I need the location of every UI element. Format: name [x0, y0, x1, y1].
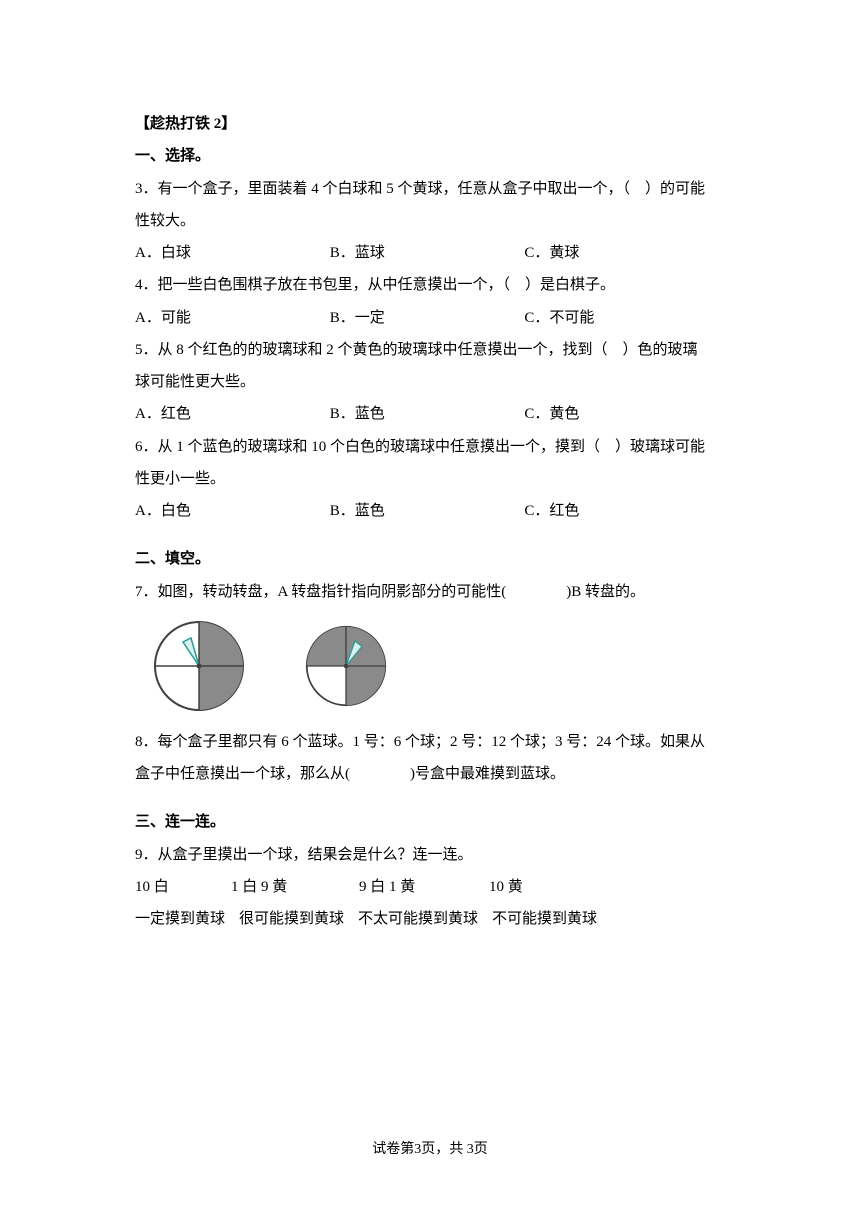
q4-option-b: B．一定 — [330, 302, 525, 334]
q8-line2: 盒子中任意摸出一个球，那么从( )号盒中最难摸到蓝球。 — [135, 758, 725, 790]
q9-r2-b: 很可能摸到黄球 — [239, 903, 344, 935]
q9-row2: 一定摸到黄球 很可能摸到黄球 不太可能摸到黄球 不可能摸到黄球 — [135, 903, 725, 935]
q4-option-c: C．不可能 — [524, 302, 725, 334]
q9-r2-c: 不太可能摸到黄球 — [358, 903, 478, 935]
q6-option-c: C．红色 — [524, 495, 725, 527]
q3-options: A．白球 B．蓝球 C．黄球 — [135, 237, 725, 269]
section-header-main: 【趁热打铁 2】 — [135, 108, 725, 140]
q6-line2: 性更小一些。 — [135, 463, 725, 495]
question-9: 9．从盒子里摸出一个球，结果会是什么？连一连。 10 白 1 白 9 黄 9 白… — [135, 839, 725, 936]
q9-r1-c: 9 白 1 黄 — [359, 871, 489, 903]
q4-text: 4．把一些白色围棋子放在书包里，从中任意摸出一个，（ ）是白棋子。 — [135, 269, 725, 301]
q4-options: A．可能 B．一定 C．不可能 — [135, 302, 725, 334]
q3-line1: 3．有一个盒子，里面装着 4 个白球和 5 个黄球，任意从盒子中取出一个，（ ）… — [135, 173, 725, 205]
q3-option-a: A．白球 — [135, 237, 330, 269]
q5-options: A．红色 B．蓝色 C．黄色 — [135, 398, 725, 430]
q9-r1-b: 1 白 9 黄 — [231, 871, 359, 903]
spinner-row — [135, 608, 725, 726]
q5-option-b: B．蓝色 — [330, 398, 525, 430]
q9-r1-d: 10 黄 — [489, 871, 523, 903]
q3-option-b: B．蓝球 — [330, 237, 525, 269]
spinner-a-icon — [153, 620, 245, 712]
q3-option-c: C．黄球 — [524, 237, 725, 269]
question-5: 5．从 8 个红色的的玻璃球和 2 个黄色的玻璃球中任意摸出一个，找到（ ）色的… — [135, 334, 725, 431]
q6-option-a: A．白色 — [135, 495, 330, 527]
question-8: 8．每个盒子里都只有 6 个蓝球。1 号：6 个球；2 号：12 个球；3 号：… — [135, 726, 725, 791]
question-3: 3．有一个盒子，里面装着 4 个白球和 5 个黄球，任意从盒子中取出一个，（ ）… — [135, 173, 725, 270]
page-footer: 试卷第3页，共 3页 — [0, 1138, 860, 1158]
q9-r1-a: 10 白 — [135, 871, 231, 903]
q9-text: 9．从盒子里摸出一个球，结果会是什么？连一连。 — [135, 839, 725, 871]
section-header-1: 一、选择。 — [135, 140, 725, 172]
spinner-b-icon — [305, 625, 387, 707]
q5-option-a: A．红色 — [135, 398, 330, 430]
q7-text: 7．如图，转动转盘，A 转盘指针指向阴影部分的可能性( )B 转盘的。 — [135, 576, 725, 608]
question-4: 4．把一些白色围棋子放在书包里，从中任意摸出一个，（ ）是白棋子。 A．可能 B… — [135, 269, 725, 334]
q3-line2: 性较大。 — [135, 205, 725, 237]
q6-line1: 6．从 1 个蓝色的玻璃球和 10 个白色的玻璃球中任意摸出一个，摸到（ ）玻璃… — [135, 431, 725, 463]
q4-option-a: A．可能 — [135, 302, 330, 334]
q9-r2-d: 不可能摸到黄球 — [492, 903, 597, 935]
q5-line2: 球可能性更大些。 — [135, 366, 725, 398]
q5-line1: 5．从 8 个红色的的玻璃球和 2 个黄色的玻璃球中任意摸出一个，找到（ ）色的… — [135, 334, 725, 366]
q9-r2-a: 一定摸到黄球 — [135, 903, 225, 935]
section-header-2: 二、填空。 — [135, 543, 725, 575]
q6-option-b: B．蓝色 — [330, 495, 525, 527]
question-7: 7．如图，转动转盘，A 转盘指针指向阴影部分的可能性( )B 转盘的。 — [135, 576, 725, 726]
q8-line1: 8．每个盒子里都只有 6 个蓝球。1 号：6 个球；2 号：12 个球；3 号：… — [135, 726, 725, 758]
question-6: 6．从 1 个蓝色的玻璃球和 10 个白色的玻璃球中任意摸出一个，摸到（ ）玻璃… — [135, 431, 725, 528]
section-header-3: 三、连一连。 — [135, 806, 725, 838]
q5-option-c: C．黄色 — [524, 398, 725, 430]
q9-row1: 10 白 1 白 9 黄 9 白 1 黄 10 黄 — [135, 871, 725, 903]
q6-options: A．白色 B．蓝色 C．红色 — [135, 495, 725, 527]
